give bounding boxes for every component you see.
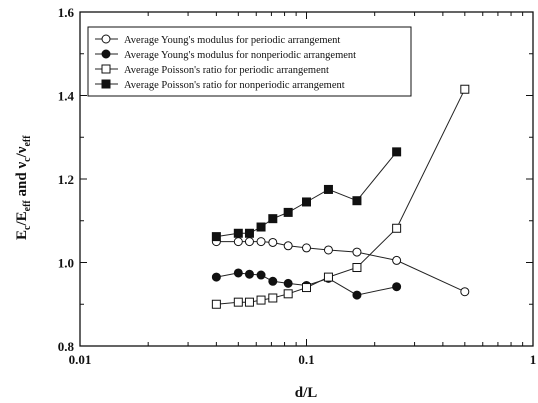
data-point (244, 228, 254, 238)
series-line (216, 88, 466, 305)
data-point (268, 276, 278, 286)
y-axis-title-over-nu: /ν (14, 146, 30, 158)
data-point (352, 290, 362, 300)
data-point (244, 297, 254, 307)
data-point (283, 289, 293, 299)
y-tick-label: 1.6 (58, 5, 75, 20)
y-tick-label: 0.8 (58, 339, 75, 354)
y-tick-label: 1.4 (58, 89, 75, 104)
y-axis-title-e: E (14, 230, 30, 240)
series-3 (211, 84, 470, 309)
data-point (268, 214, 278, 224)
legend-marker (101, 79, 111, 89)
y-axis-title-sub-eff2: eff (22, 135, 33, 147)
y-tick-label: 1.2 (58, 172, 74, 187)
data-point (233, 297, 243, 307)
series-line (216, 241, 466, 293)
data-point (392, 255, 402, 265)
legend-label: Average Poisson's ratio for nonperiodic … (124, 80, 345, 91)
data-point (283, 278, 293, 288)
x-axis-title: d/L (295, 385, 318, 401)
data-point (283, 241, 293, 251)
series-layer (211, 84, 470, 309)
series-1 (211, 237, 470, 297)
y-axis-title-nu: ν (14, 162, 30, 170)
data-point (244, 237, 254, 247)
y-axis-title-and: and (14, 169, 30, 201)
data-point (392, 147, 402, 157)
legend-label: Average Young's modulus for periodic arr… (124, 35, 340, 46)
y-axis-title-over-e: /E (14, 211, 30, 226)
data-point (233, 237, 243, 247)
data-point (256, 295, 266, 305)
data-point (352, 196, 362, 206)
data-point (268, 293, 278, 303)
x-tick-label: 0.01 (69, 352, 92, 367)
legend: Average Young's modulus for periodic arr… (87, 26, 412, 97)
legend-marker (101, 49, 111, 59)
data-point (233, 268, 243, 278)
data-point (392, 282, 402, 292)
data-point (352, 263, 362, 273)
data-point (244, 269, 254, 279)
legend-box (87, 26, 412, 97)
data-point (302, 283, 311, 293)
legend-entry: Average Young's modulus for nonperiodic … (95, 49, 356, 61)
legend-entry: Average Poisson's ratio for periodic arr… (95, 64, 329, 76)
legend-entry: Average Young's modulus for periodic arr… (95, 34, 340, 46)
y-axis-title-sub-c: c (22, 225, 33, 230)
axis-ticks (79, 11, 534, 347)
y-tick-label: 1.0 (58, 256, 74, 271)
data-point (460, 84, 470, 94)
x-tick-label: 1 (530, 352, 537, 367)
legend-label: Average Poisson's ratio for periodic arr… (124, 65, 329, 76)
data-point (302, 197, 311, 207)
legend-entries: Average Young's modulus for periodic arr… (95, 34, 356, 91)
legend-entry: Average Poisson's ratio for nonperiodic … (95, 79, 345, 91)
data-point (460, 287, 470, 297)
data-point (323, 245, 333, 255)
data-point (211, 272, 221, 282)
legend-label: Average Young's modulus for nonperiodic … (124, 50, 356, 61)
legend-marker (101, 34, 111, 44)
data-point (352, 247, 362, 257)
data-point (211, 299, 221, 309)
data-point (302, 243, 311, 253)
x-tick-labels: 0.01 0.1 1 (69, 352, 537, 367)
series-line (216, 272, 397, 296)
data-point (268, 237, 278, 247)
series-4 (211, 147, 402, 242)
y-axis-title-sub-eff: eff (22, 200, 33, 212)
data-point (256, 237, 266, 247)
legend-marker (101, 64, 111, 74)
y-axis-title: Ec/Eeff and νc/νeff (14, 135, 33, 240)
data-point (233, 228, 243, 238)
data-point (323, 184, 333, 194)
data-point (323, 272, 333, 282)
series-line (216, 151, 397, 238)
data-point (211, 232, 221, 242)
data-point (392, 223, 402, 233)
y-tick-labels: 0.8 1.0 1.2 1.4 1.6 (58, 5, 75, 354)
data-point (283, 207, 293, 217)
y-axis-title-sub-c2: c (22, 157, 33, 162)
data-point (256, 222, 266, 232)
x-tick-label: 0.1 (298, 352, 314, 367)
data-point (256, 270, 266, 280)
